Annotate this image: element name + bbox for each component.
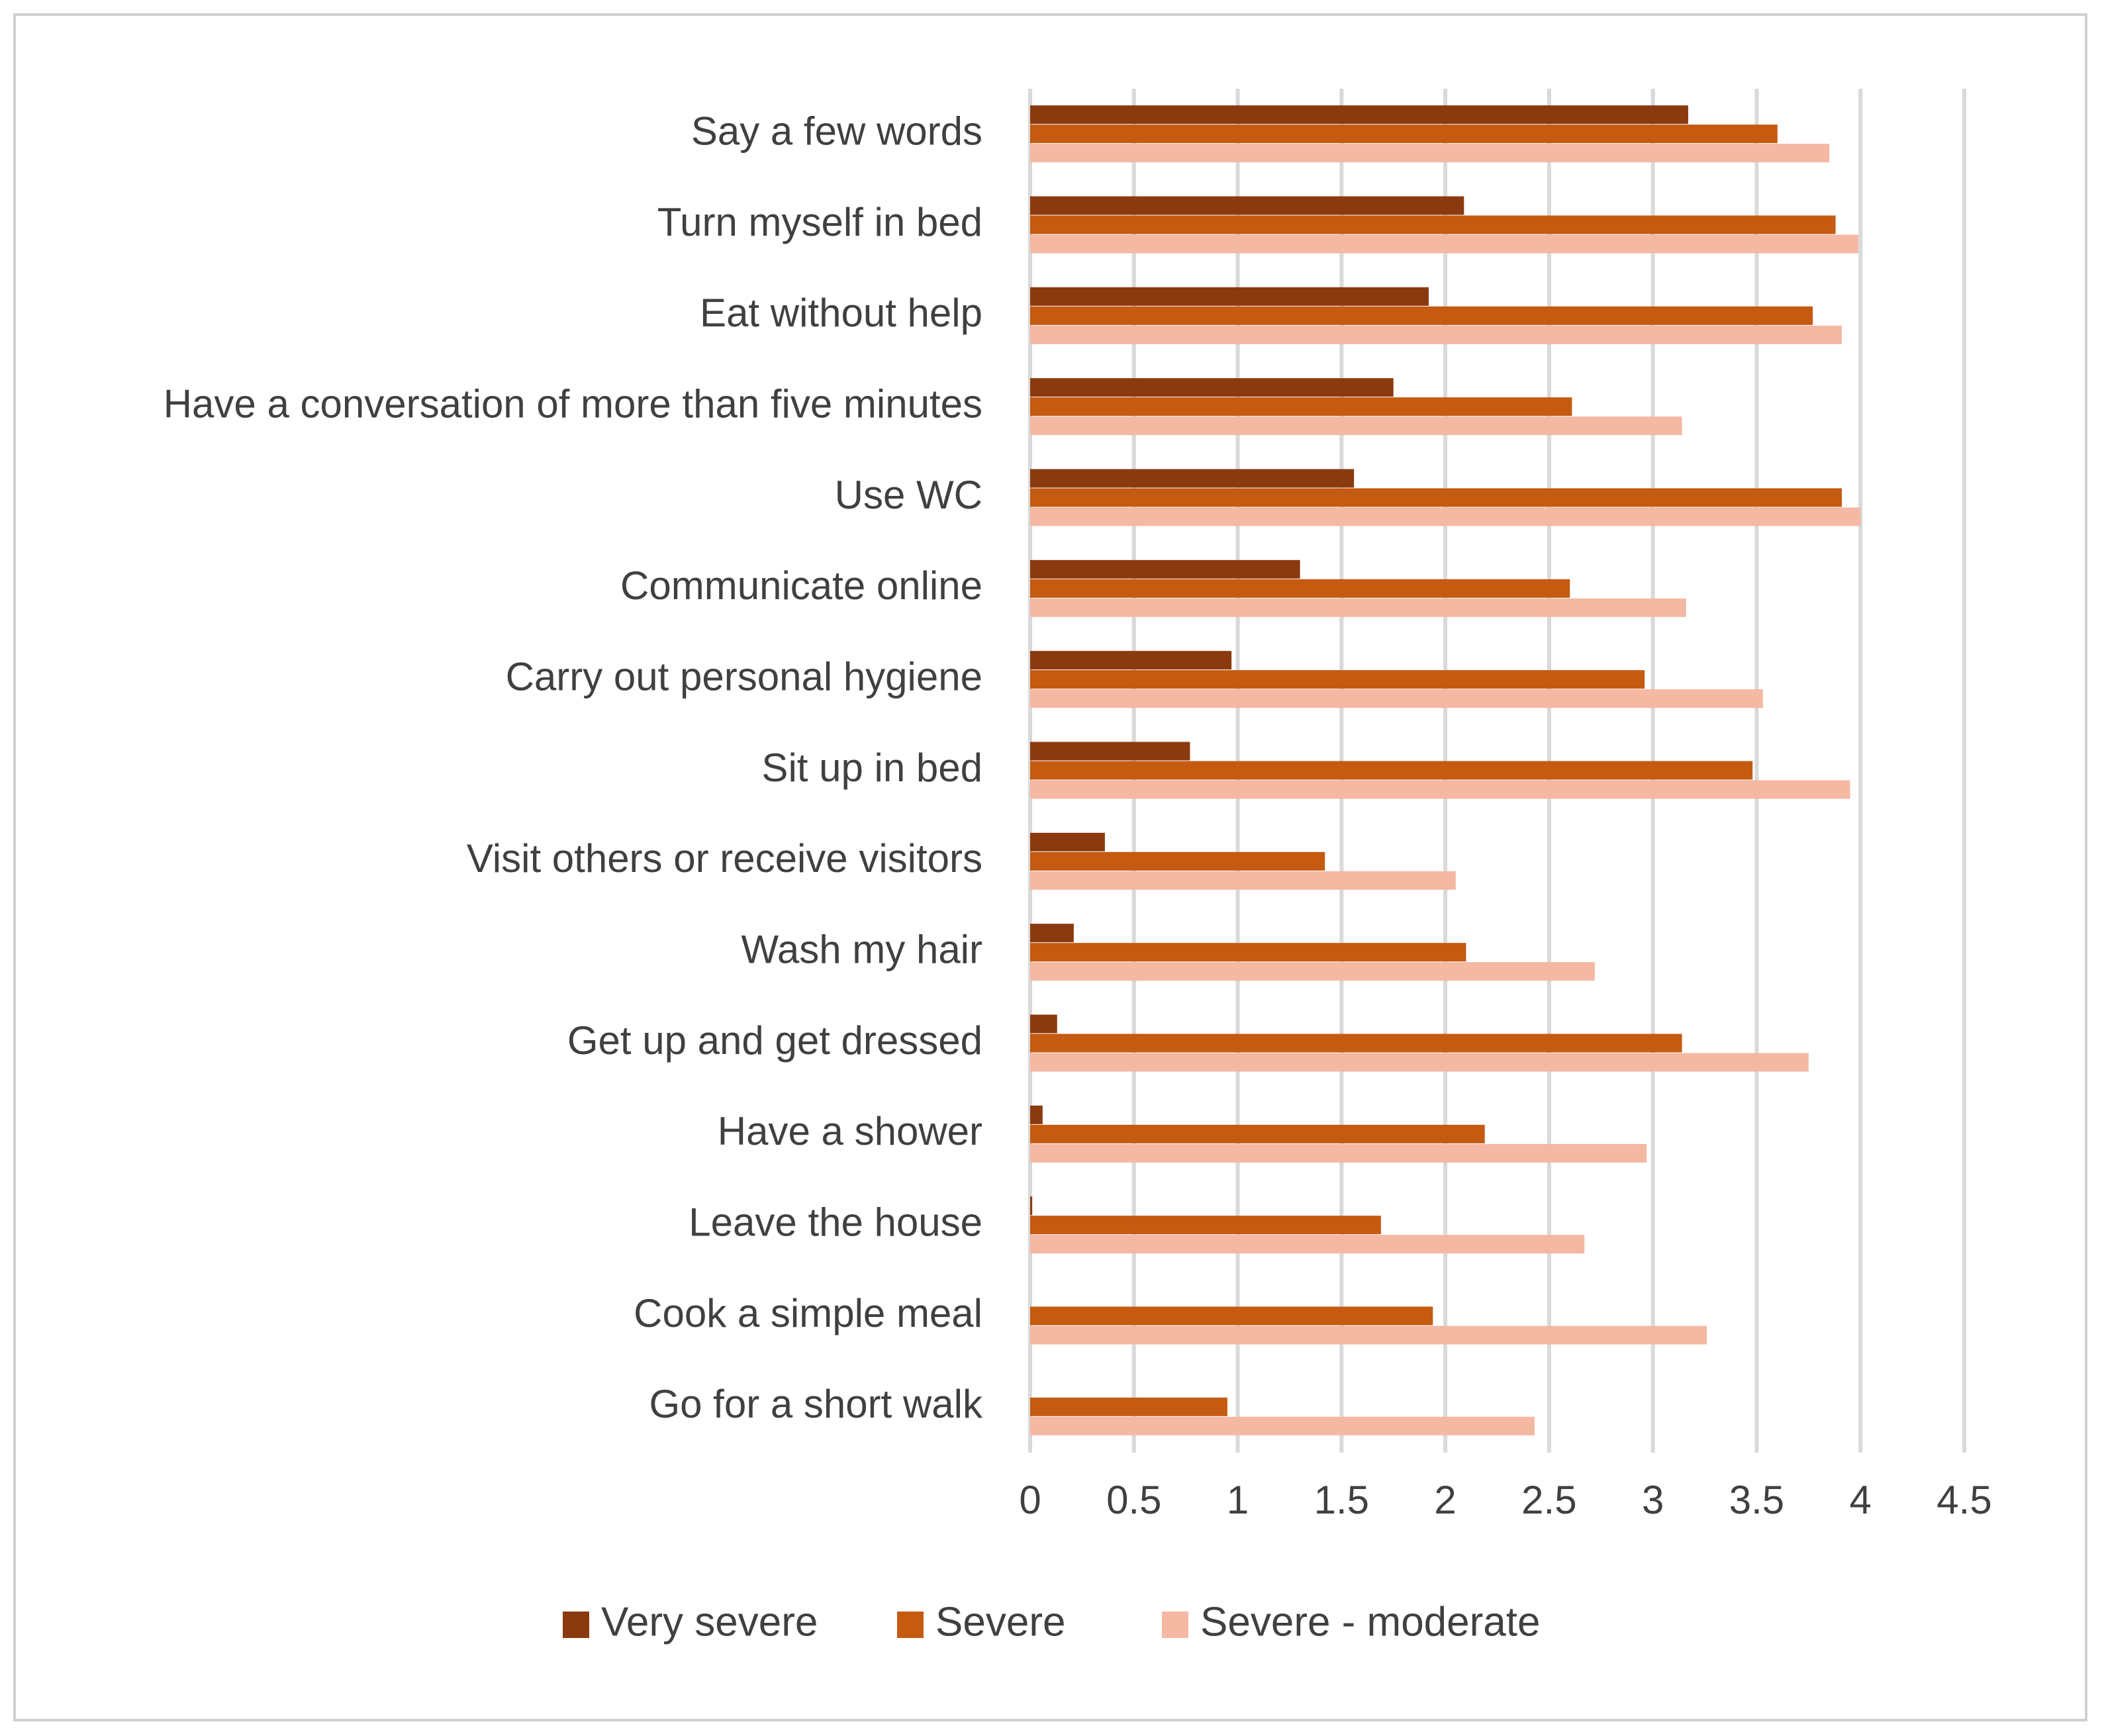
bar-severe-5 <box>1030 488 1842 507</box>
bar-severe-moderate-6 <box>1030 598 1686 617</box>
bar-severe-15 <box>1030 1397 1227 1416</box>
bar-very-severe-4 <box>1030 378 1394 397</box>
x-tick-label: 1 <box>1227 1478 1249 1522</box>
x-tick-label: 4.5 <box>1936 1478 1991 1522</box>
bar-severe-moderate-11 <box>1030 1053 1809 1072</box>
bar-severe-6 <box>1030 579 1570 598</box>
category-label: Have a shower <box>718 1109 982 1153</box>
bar-severe-3 <box>1030 306 1813 325</box>
bar-very-severe-7 <box>1030 651 1232 670</box>
bar-severe-7 <box>1030 670 1645 689</box>
legend-swatch-very-severe <box>563 1612 589 1638</box>
legend-swatch-severe <box>897 1612 924 1638</box>
bar-severe-13 <box>1030 1216 1381 1235</box>
bar-severe-moderate-15 <box>1030 1416 1535 1435</box>
bar-severe-moderate-4 <box>1030 416 1682 436</box>
legend-label-severe: Severe <box>935 1599 1065 1645</box>
bar-very-severe-9 <box>1030 832 1105 851</box>
x-tick-labels: 0 0.5 1 1.5 2 2.5 3 3.5 4 4.5 <box>1019 1478 1991 1522</box>
bar-severe-moderate-5 <box>1030 507 1861 526</box>
bar-very-severe-10 <box>1030 924 1074 943</box>
category-label: Go for a short walk <box>649 1382 983 1426</box>
legend: Very severe Severe Severe - moderate <box>563 1599 1540 1645</box>
x-tick-label: 1.5 <box>1314 1478 1369 1522</box>
legend-swatch-severe-moderate <box>1162 1612 1188 1638</box>
x-tick-label: 4 <box>1850 1478 1872 1522</box>
bar-severe-11 <box>1030 1034 1682 1053</box>
bar-severe-moderate-2 <box>1030 234 1859 254</box>
x-tick-label: 0 <box>1019 1478 1041 1522</box>
legend-label-severe-moderate: Severe - moderate <box>1200 1599 1540 1645</box>
bar-very-severe-3 <box>1030 287 1429 306</box>
bar-severe-12 <box>1030 1124 1485 1143</box>
bar-severe-1 <box>1030 124 1778 144</box>
category-label: Turn myself in bed <box>657 200 982 244</box>
bar-severe-9 <box>1030 851 1325 871</box>
category-label: Wash my hair <box>741 928 982 972</box>
category-label: Sit up in bed <box>761 746 982 790</box>
x-tick-label: 3.5 <box>1729 1478 1784 1522</box>
chart-frame: Say a few words Turn myself in bed Eat wit… <box>13 13 2087 1721</box>
bar-severe-moderate-8 <box>1030 780 1850 799</box>
bar-very-severe-1 <box>1030 105 1688 124</box>
x-tick-label: 0.5 <box>1106 1478 1161 1522</box>
category-label: Say a few words <box>691 109 982 154</box>
bar-very-severe-11 <box>1030 1014 1057 1034</box>
bar-very-severe-2 <box>1030 196 1464 215</box>
x-tick-label: 2.5 <box>1521 1478 1576 1522</box>
x-tick-label: 3 <box>1642 1478 1664 1522</box>
category-labels: Say a few words Turn myself in bed Eat wit… <box>164 109 983 1427</box>
bar-very-severe-8 <box>1030 742 1190 761</box>
category-label: Have a conversation of more than five mi… <box>164 382 982 426</box>
bar-severe-moderate-1 <box>1030 144 1830 163</box>
category-label: Carry out personal hygiene <box>506 655 982 699</box>
bar-severe-moderate-14 <box>1030 1326 1707 1345</box>
bar-severe-moderate-10 <box>1030 962 1595 981</box>
category-label: Visit others or receive visitors <box>467 836 982 881</box>
bar-very-severe-5 <box>1030 469 1355 488</box>
bar-severe-10 <box>1030 943 1466 962</box>
category-label: Communicate online <box>620 563 982 608</box>
bar-very-severe-6 <box>1030 559 1300 579</box>
bar-very-severe-13 <box>1030 1196 1033 1216</box>
bar-severe-moderate-13 <box>1030 1235 1585 1254</box>
bar-severe-moderate-12 <box>1030 1143 1647 1163</box>
bar-severe-14 <box>1030 1306 1433 1326</box>
legend-label-very-severe: Very severe <box>601 1599 818 1645</box>
bar-severe-2 <box>1030 215 1836 234</box>
category-label: Eat without help <box>700 291 982 335</box>
category-label: Use WC <box>835 473 982 517</box>
bar-chart: Say a few words Turn myself in bed Eat wit… <box>164 89 1992 1645</box>
bars <box>1030 105 1861 1435</box>
category-label: Leave the house <box>689 1200 982 1245</box>
bar-severe-moderate-3 <box>1030 325 1842 344</box>
category-label: Get up and get dressed <box>567 1018 982 1063</box>
category-label: Cook a simple meal <box>634 1291 982 1335</box>
bar-severe-moderate-7 <box>1030 689 1763 708</box>
bar-very-severe-12 <box>1030 1105 1043 1124</box>
bar-severe-4 <box>1030 397 1572 416</box>
x-tick-label: 2 <box>1434 1478 1456 1522</box>
bar-severe-8 <box>1030 761 1753 780</box>
bar-severe-moderate-9 <box>1030 871 1456 890</box>
